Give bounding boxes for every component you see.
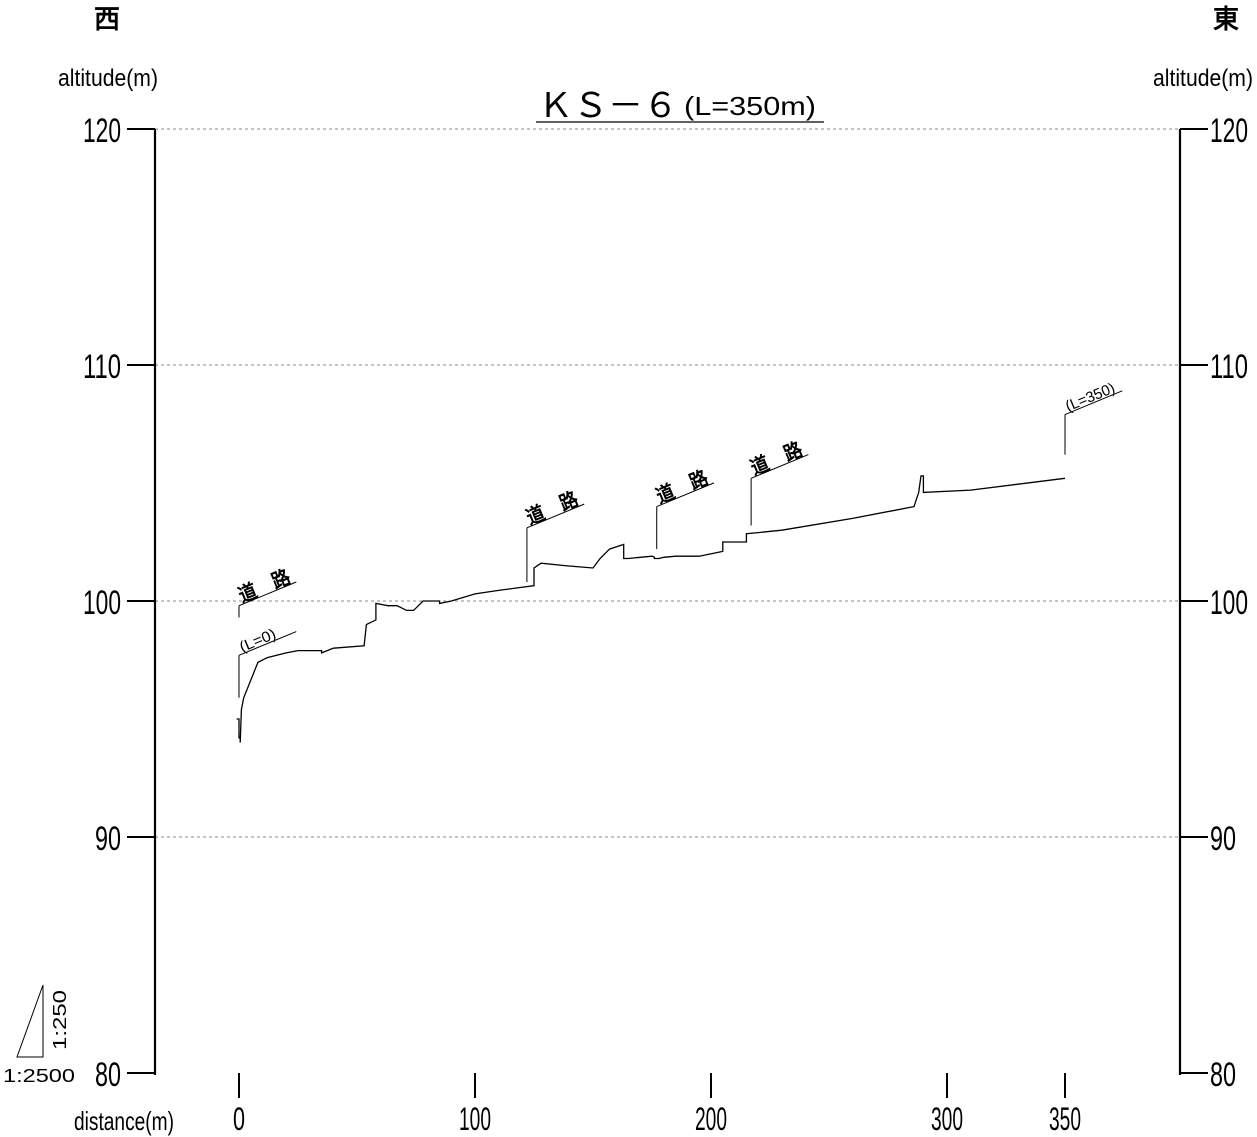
annotation-underline-0 (238, 581, 297, 607)
y-tick-label-right-80: 80 (1210, 1056, 1236, 1094)
x-tick-label-350: 350 (1049, 1101, 1081, 1137)
y-tick-label-left-100: 100 (83, 584, 121, 622)
east-direction-label: 東 (1213, 5, 1239, 35)
west-direction-label: 西 (94, 5, 120, 35)
annotations: 道 路(L=0)道 路道 路道 路(L=350) (235, 380, 1123, 698)
x-axis-ticks: 0 100 200 300 350 (233, 1073, 1081, 1137)
road-annotation: 道 路 (523, 486, 583, 529)
annotation-underline-5 (1064, 390, 1123, 416)
annotation-underline-2 (526, 503, 585, 529)
annotation-underline-3 (656, 482, 715, 508)
scale-triangle (16, 984, 44, 1058)
x-tick-label-0: 0 (233, 1101, 245, 1137)
right-axis-title: altitude(m) (1153, 65, 1253, 92)
y-tick-label-left-110: 110 (83, 348, 121, 386)
y-tick-label-left-120: 120 (83, 112, 121, 150)
scale-horizontal-label: 1:2500 (3, 1066, 75, 1086)
y-tick-label-left-80: 80 (95, 1056, 121, 1094)
y-tick-label-left-90: 90 (95, 820, 121, 858)
y-tick-label-right-120: 120 (1210, 112, 1248, 150)
x-tick-label-200: 200 (695, 1101, 727, 1137)
road-annotation: 道 路 (747, 437, 807, 480)
scale-vertical-label: 1:250 (50, 990, 70, 1050)
left-axis-title: altitude(m) (58, 65, 158, 92)
terrain-series (236, 475, 1066, 743)
distance-annotation: (L=0) (237, 626, 279, 656)
distance-annotation: (L=350) (1063, 380, 1118, 416)
x-axis-title: distance(m) (74, 1106, 174, 1136)
y-tick-label-right-110: 110 (1210, 348, 1248, 386)
chart-title-length: (L=350m) (684, 91, 816, 121)
y-axis-ticks: 80 80 90 90 100 100 110 110 120 120 (83, 112, 1248, 1094)
annotation-underline-4 (750, 454, 809, 479)
annotation-underline-1 (238, 631, 297, 656)
y-tick-label-right-100: 100 (1210, 584, 1248, 622)
chart-title: ＫＳ－６ (538, 86, 678, 126)
y-tick-label-right-90: 90 (1210, 820, 1236, 858)
road-annotation: 道 路 (652, 465, 712, 508)
x-tick-label-100: 100 (459, 1101, 491, 1137)
grid-lines (155, 128, 1180, 838)
terrain-profile-line (236, 475, 1066, 743)
x-tick-label-300: 300 (931, 1101, 963, 1137)
